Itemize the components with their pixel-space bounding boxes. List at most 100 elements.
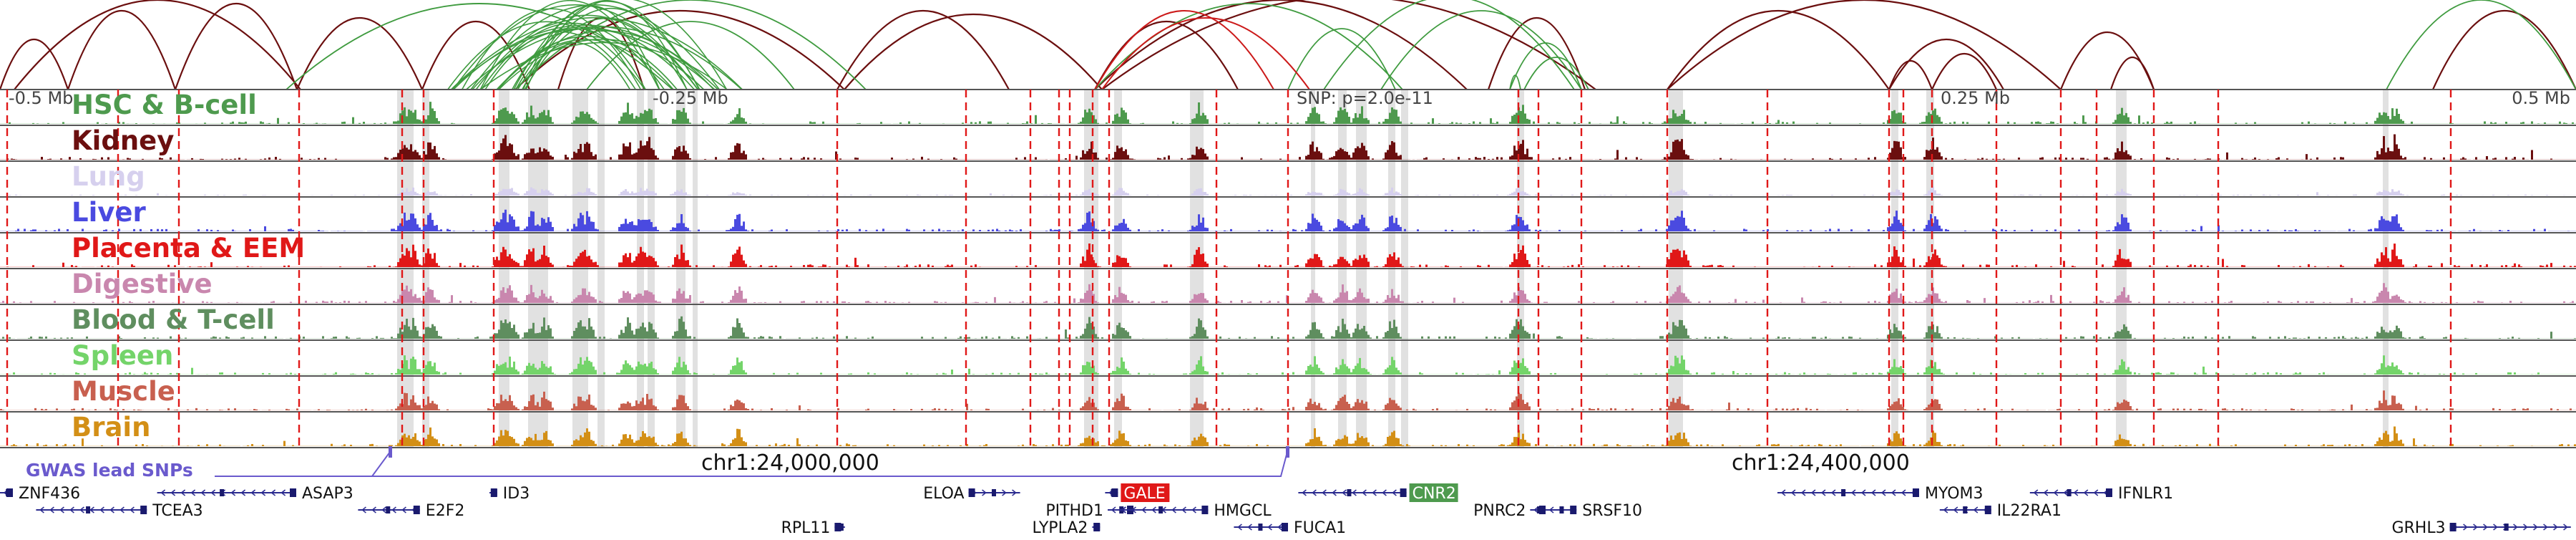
loop-arc xyxy=(1101,17,1310,90)
gene-exon xyxy=(1570,506,1577,514)
gene-exon xyxy=(1111,489,1116,496)
loop-arc xyxy=(1667,9,1890,90)
loop-arc xyxy=(286,3,673,90)
strand-arrow xyxy=(2543,524,2548,531)
gene-exon xyxy=(968,488,975,497)
strand-arrow xyxy=(1850,489,1856,496)
gwas-connector xyxy=(215,451,1288,477)
gene-label: ELOA xyxy=(923,485,964,503)
strand-arrow xyxy=(371,506,376,514)
track-label: Digestive xyxy=(72,269,213,299)
gene-label: IFNLR1 xyxy=(2118,485,2173,503)
loop-arc xyxy=(479,0,660,90)
gene-exon xyxy=(1913,488,1919,497)
gene-exon xyxy=(834,523,841,531)
track-label: Blood & T-cell xyxy=(72,304,275,335)
gene-exon xyxy=(1537,506,1542,514)
loop-arc xyxy=(522,8,701,90)
chrom-label-left: chr1:24,000,000 xyxy=(701,450,879,476)
strand-arrow xyxy=(2473,524,2478,531)
loop-arc xyxy=(514,10,845,90)
loop-arc xyxy=(1888,39,2004,90)
loop-arc xyxy=(1101,0,1596,90)
strand-arrow xyxy=(280,489,286,496)
loop-arc xyxy=(1323,0,1575,90)
strand-arrow xyxy=(2513,524,2518,531)
gene-hmgcl: HMGCL xyxy=(1118,502,1272,520)
track-label: Muscle xyxy=(72,376,175,407)
loop-arc xyxy=(1888,59,1933,90)
gene-label: CNR2 xyxy=(1413,485,1456,503)
gene-exon xyxy=(413,506,420,514)
strand-arrow xyxy=(1372,489,1377,496)
strand-arrow xyxy=(982,489,987,496)
strand-arrow xyxy=(2093,489,2099,496)
loop-arc xyxy=(525,0,688,90)
loop-arc xyxy=(1523,57,1589,90)
strand-arrow xyxy=(1382,489,1387,496)
gene-label: FUCA1 xyxy=(1294,519,1346,537)
gene-exon xyxy=(386,506,391,514)
track-label: HSC & B-cell xyxy=(72,90,257,120)
strand-arrow xyxy=(1780,489,1786,496)
strand-arrow xyxy=(119,506,125,514)
coord-tick-label: -0.5 Mb xyxy=(9,88,73,108)
loop-arc xyxy=(14,0,301,90)
strand-arrow xyxy=(180,489,186,496)
gene-exon xyxy=(1158,506,1163,514)
strand-arrow xyxy=(1890,489,1896,496)
strand-arrow xyxy=(1880,489,1886,496)
gwas-snp-marker xyxy=(1286,446,1289,458)
gene-lypla2: LYPLA2 xyxy=(1033,519,1101,537)
strand-arrow xyxy=(1181,506,1186,514)
gene-label: HMGCL xyxy=(1214,502,1272,520)
signal-profile xyxy=(0,316,2576,339)
gene-cnr2: CNR2 xyxy=(1298,483,1458,503)
strand-arrow xyxy=(1810,489,1816,496)
strand-arrow xyxy=(1322,489,1327,496)
loop-arc xyxy=(2431,9,2576,90)
gene-label: MYOM3 xyxy=(1925,485,1984,503)
loop-arc xyxy=(1487,17,1586,90)
strand-arrow xyxy=(1111,506,1116,514)
strand-arrow xyxy=(1342,489,1347,496)
track-labels: HSC & B-cell Kidney Lung Liver Placenta & EE… xyxy=(72,90,305,443)
strand-arrow xyxy=(89,506,94,514)
gene-label: PITHD1 xyxy=(1045,502,1103,520)
loop-arc xyxy=(1287,28,1396,90)
loop-arc xyxy=(484,31,637,90)
gene-exon xyxy=(992,489,996,496)
signal-profile xyxy=(0,134,2576,160)
gwas-track: GWAS lead SNPs xyxy=(26,446,1289,481)
gene-label: ZNF436 xyxy=(19,485,80,503)
gene-label: GALE xyxy=(1123,485,1165,503)
loop-arc xyxy=(836,10,1010,90)
loop-arc xyxy=(1380,10,1582,90)
track-label: Brain xyxy=(72,412,150,443)
strand-arrow xyxy=(1121,506,1126,514)
strand-arrow xyxy=(1237,524,1242,531)
loop-arc xyxy=(447,21,645,90)
gwas-connector xyxy=(215,451,391,477)
strand-arrow xyxy=(1901,489,1906,496)
loop-arc xyxy=(1094,21,1239,90)
gene-exon xyxy=(140,506,147,514)
gene-label: IL22RA1 xyxy=(1997,502,2062,520)
gene-label: E2F2 xyxy=(426,502,465,520)
gene-label: RPL11 xyxy=(781,519,831,537)
loop-arc xyxy=(2386,0,2576,90)
strand-arrow xyxy=(230,489,236,496)
strand-arrow xyxy=(2553,524,2558,531)
track-label: Kidney xyxy=(72,125,174,156)
strand-arrow xyxy=(1302,489,1307,496)
loop-arc xyxy=(452,4,699,90)
gene-label: LYPLA2 xyxy=(1033,519,1088,537)
strand-arrow xyxy=(1151,506,1156,514)
strand-arrow xyxy=(1277,524,1282,531)
gene-exon xyxy=(1282,523,1288,531)
strand-arrow xyxy=(250,489,256,496)
loop-arc xyxy=(1094,0,1468,90)
strand-arrow xyxy=(381,506,386,514)
gene-exon xyxy=(1559,506,1564,514)
chrom-label-right: chr1:24,400,000 xyxy=(1732,450,1910,476)
